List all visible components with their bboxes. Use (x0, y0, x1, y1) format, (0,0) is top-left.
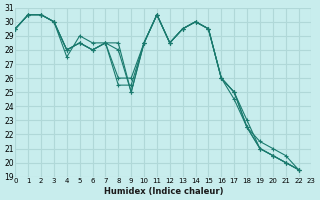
X-axis label: Humidex (Indice chaleur): Humidex (Indice chaleur) (104, 187, 223, 196)
